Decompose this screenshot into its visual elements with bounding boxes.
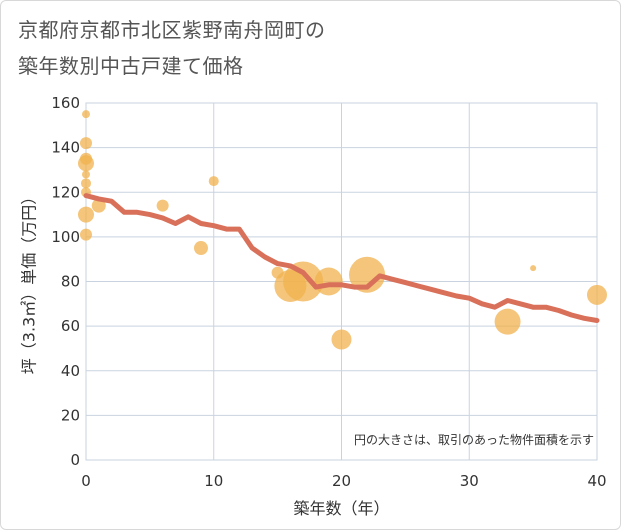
bubble [530,265,537,272]
bubble [349,256,386,293]
size-note: 円の大きさは、取引のあった物件面積を示す [354,432,594,447]
bubble [208,176,219,187]
bubble [193,241,208,256]
axis-ticks: 0 20 40 60 80 100 120 140 160 0 10 20 30 40 [51,94,606,490]
bubble [156,199,169,212]
y-tick-label: 40 [61,362,80,380]
x-tick-label: 40 [587,472,606,490]
y-tick-label: 160 [51,94,80,112]
bubble [82,110,90,119]
x-tick-label: 0 [81,472,91,490]
bubbles [78,110,607,350]
y-tick-label: 20 [61,406,80,424]
y-tick-label: 60 [61,317,80,335]
x-tick-label: 20 [332,472,351,490]
bubble [80,137,92,150]
bubble [78,206,94,223]
bubble [494,308,521,335]
chart-title-line1: 京都府京都市北区紫野南舟岡町の [18,18,326,42]
x-axis-label: 築年数（年） [293,499,389,518]
plot-area [85,102,598,461]
bubble [314,267,343,296]
bubble [91,198,106,213]
bubble [81,178,91,189]
y-tick-label: 100 [51,228,80,246]
chart-title-line2: 築年数別中古戸建て価格 [18,54,244,78]
x-tick-label: 30 [460,472,479,490]
y-tick-label: 80 [61,273,80,291]
bubble [587,284,607,305]
bubble [82,170,90,179]
x-tick-label: 10 [204,472,223,490]
bubble [80,228,92,241]
y-tick-label: 120 [51,183,80,201]
bubble [283,261,324,302]
trend-line [83,193,600,323]
y-tick-label: 140 [51,139,80,157]
y-tick-label: 0 [70,451,80,469]
bubble [331,329,352,350]
bubble [78,155,94,172]
y-axis-label: 坪（3.3㎡）単価（万円） [20,189,39,374]
